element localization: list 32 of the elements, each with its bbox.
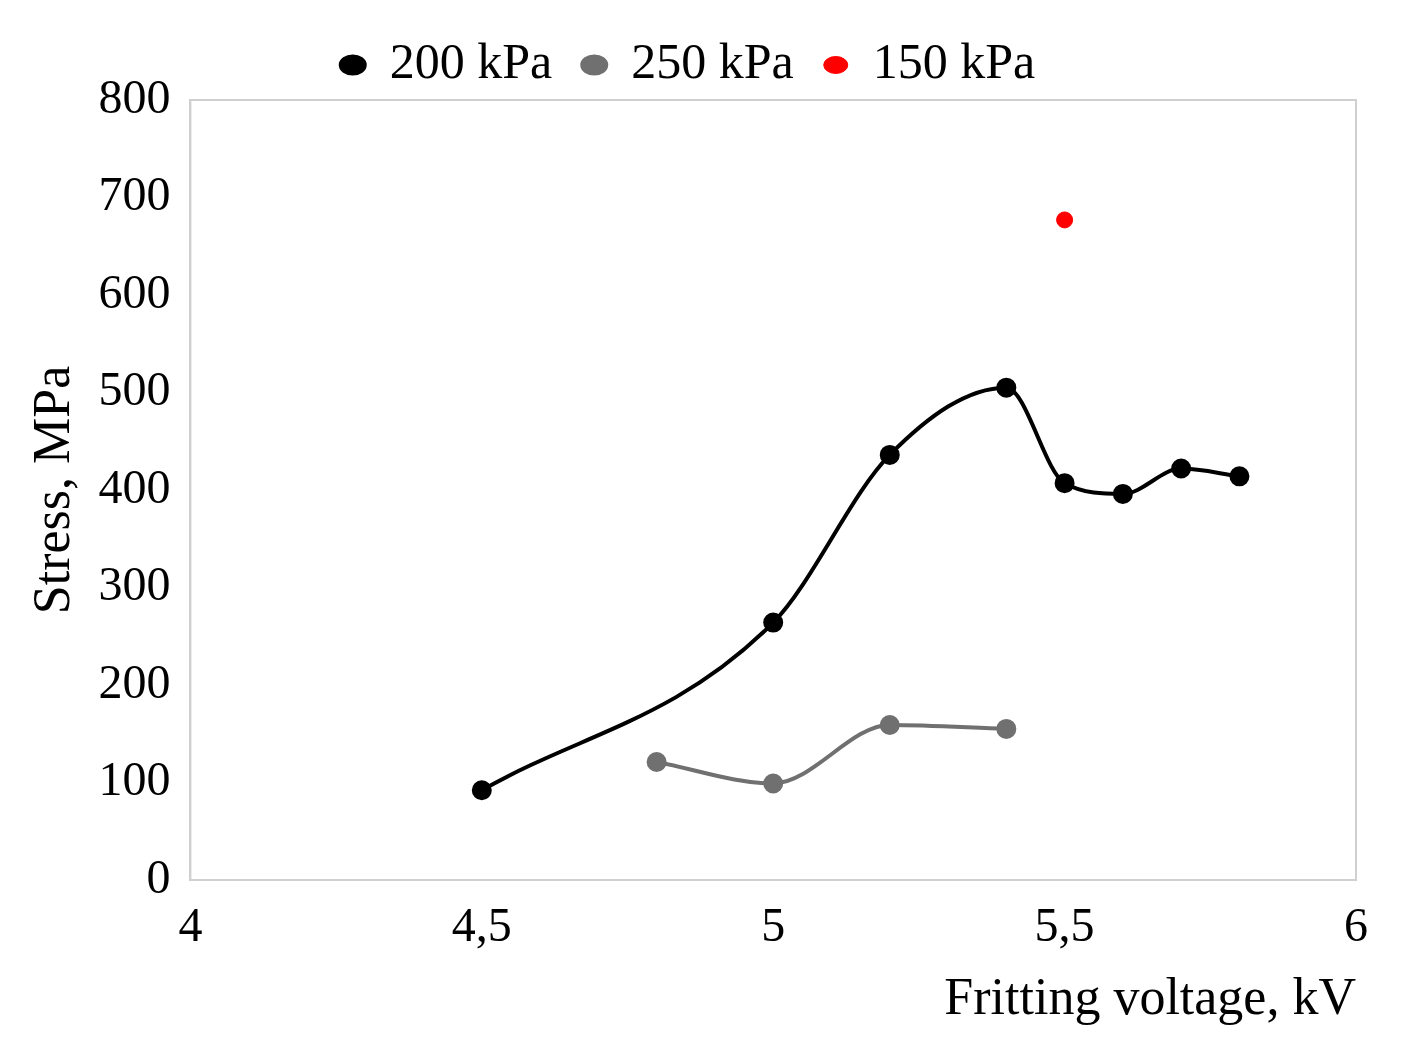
x-tick-label: 5,5 bbox=[1034, 898, 1095, 952]
point bbox=[646, 752, 667, 773]
y-tick-label: 400 bbox=[98, 459, 171, 513]
y-tick-label: 600 bbox=[98, 264, 171, 318]
point bbox=[763, 612, 784, 633]
point bbox=[1229, 466, 1250, 487]
y-tick-label: 100 bbox=[98, 752, 171, 806]
legend-label: 200 kPa bbox=[389, 33, 553, 90]
y-tick-label: 0 bbox=[146, 849, 171, 903]
x-tick-label: 5 bbox=[761, 898, 786, 952]
point bbox=[1056, 211, 1074, 229]
point bbox=[879, 444, 900, 465]
y-axis-title: Stress, MPa bbox=[22, 365, 80, 615]
legend-label: 250 kPa bbox=[631, 33, 794, 90]
point bbox=[996, 377, 1017, 398]
y-tick-label: 700 bbox=[98, 167, 171, 221]
x-tick-label: 6 bbox=[1344, 898, 1368, 952]
x-tick-label: 4 bbox=[178, 898, 203, 952]
point bbox=[879, 714, 900, 735]
y-tick-label: 500 bbox=[98, 362, 171, 416]
point bbox=[763, 773, 784, 794]
point bbox=[1171, 458, 1192, 479]
y-tick-label: 800 bbox=[98, 69, 171, 123]
y-tick-label: 300 bbox=[98, 557, 171, 611]
point bbox=[1112, 483, 1133, 504]
legend-label: 150 kPa bbox=[872, 33, 1036, 90]
y-tick-label: 200 bbox=[98, 654, 171, 708]
point bbox=[471, 780, 492, 801]
point bbox=[1054, 473, 1075, 494]
x-tick-label: 4,5 bbox=[451, 898, 512, 952]
point bbox=[996, 718, 1017, 739]
x-axis-title: Fritting voltage, kV bbox=[944, 968, 1356, 1026]
